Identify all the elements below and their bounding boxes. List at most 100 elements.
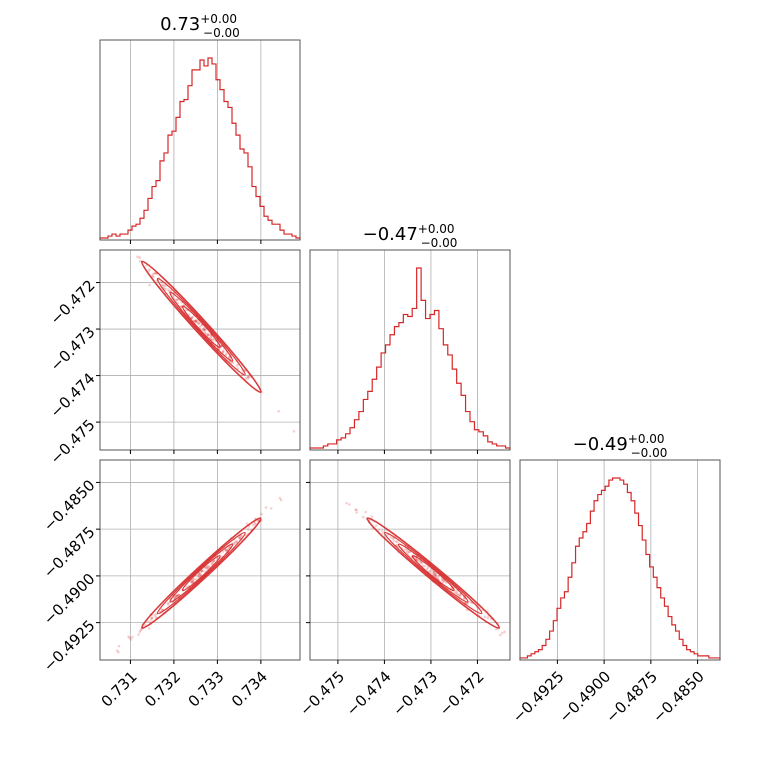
- pair-1-3-sample: [154, 615, 158, 619]
- pair-1-3-sample: [166, 603, 170, 606]
- pair-1-3-marks: [115, 496, 283, 654]
- pair-1-3-sample: [253, 522, 257, 526]
- pair-2-3-sample: [454, 592, 458, 595]
- pair-2-3-sample: [433, 573, 437, 577]
- pair-1-2-sample: [195, 320, 198, 324]
- pair-1-3-sample: [233, 542, 236, 545]
- pair-1-3-sample: [269, 507, 273, 510]
- pair-1-3-sample: [235, 540, 238, 543]
- pair-2-3-sample: [432, 570, 436, 574]
- pair-1-3-sample: [221, 550, 225, 553]
- pair-1-3-sample: [115, 649, 119, 652]
- pair-1-3-sample: [189, 580, 193, 584]
- pair-1-3-contour-3: [156, 531, 246, 615]
- pair-2-3-sample: [483, 615, 487, 619]
- pair-1-3-contour-4: [140, 517, 262, 629]
- pair-2-3-sample: [389, 535, 393, 539]
- param-2-title-value: −0.47: [363, 224, 418, 245]
- pair-1-3-sample: [153, 613, 156, 617]
- pair-1-2-sample: [202, 326, 206, 330]
- pair-1-3-sample: [177, 593, 181, 597]
- pair-2-3-sample: [420, 561, 424, 564]
- pair-2-3-sample: [455, 589, 458, 593]
- pair-1-2-sample: [207, 332, 210, 336]
- pair-panel-2-3: [306, 459, 511, 664]
- pair-2-3-sample: [417, 559, 421, 563]
- x-tick-label-param-1-1: 0.731: [98, 668, 141, 711]
- pair-1-2-sample: [136, 255, 139, 259]
- histogram-1-frame: [99, 39, 301, 241]
- pair-1-3-sample: [206, 566, 210, 569]
- pair-1-2-sample: [65, 175, 68, 178]
- pair-1-2-sample: [209, 336, 212, 339]
- pair-1-2-sample: [163, 286, 166, 290]
- pair-1-2-sample: [166, 288, 170, 291]
- pair-2-3-sample: [500, 631, 504, 635]
- pair-1-3-sample: [197, 575, 200, 579]
- pair-1-2-sample: [221, 351, 225, 354]
- x-tick-label-param-1-2: 0.732: [141, 668, 184, 711]
- pair-1-3-sample: [212, 559, 215, 563]
- param-2-title-plus: +0.00: [418, 222, 455, 236]
- pair-1-2-contour-1: [181, 305, 221, 349]
- pair-2-3-sample: [458, 593, 462, 597]
- pair-1-2-marks: [65, 175, 296, 433]
- pair-1-3-sample: [150, 616, 154, 620]
- histogram-3-frame: [519, 459, 721, 661]
- pair-1-2-sample: [151, 272, 155, 276]
- pair-1-2-sample: [193, 319, 197, 323]
- histogram-panel-1: 0.73+0.00 −0.00: [99, 12, 301, 244]
- pair-1-2-contour-3: [156, 277, 246, 376]
- pair-2-3-sample: [407, 550, 411, 553]
- x-tick-label-param-2-1: −0.475: [296, 668, 348, 720]
- pair-1-3-sample: [138, 630, 142, 634]
- pair-1-3-sample: [232, 541, 235, 545]
- pair-2-3-sample: [453, 590, 456, 594]
- pair-1-3-contour-1: [181, 555, 221, 592]
- histogram-2-frame: [309, 249, 511, 451]
- pair-1-3-sample: [245, 522, 249, 526]
- pair-1-3-sample: [160, 608, 163, 611]
- pair-1-2-sample: [217, 347, 221, 351]
- pair-1-2-sample: [199, 324, 202, 328]
- pair-2-3-sample: [421, 564, 425, 568]
- pair-1-3-sample: [278, 496, 282, 500]
- pair-1-2-sample: [193, 319, 197, 323]
- pair-2-3-sample: [434, 574, 437, 578]
- pair-1-2-contour-2: [169, 291, 234, 362]
- pair-2-3-sample: [441, 580, 445, 584]
- pair-1-3-sample: [129, 638, 133, 641]
- histogram-panel-2: −0.47+0.00 −0.00: [309, 222, 511, 454]
- param-3-title-plus: +0.00: [628, 432, 665, 446]
- pair-1-3-sample: [264, 506, 268, 509]
- pair-1-3-sample: [198, 572, 201, 576]
- pair-1-3-sample: [191, 580, 195, 583]
- pair-2-3-sample: [458, 594, 461, 597]
- param-2-title: −0.47+0.00 −0.00: [363, 222, 458, 250]
- pair-1-3-sample: [197, 571, 201, 575]
- pair-1-3-sample: [148, 620, 152, 623]
- pair-1-3-sample: [175, 593, 179, 597]
- x-tick-label-param-2-2: −0.474: [343, 668, 395, 720]
- pair-1-2-sample: [204, 331, 208, 335]
- pair-1-2-sample: [190, 316, 194, 319]
- pair-1-3-sample: [224, 548, 228, 552]
- pair-2-3-contour-2: [397, 543, 469, 603]
- pair-1-3-sample: [139, 628, 142, 632]
- pair-2-3-sample: [377, 528, 381, 532]
- pair-1-2-sample: [151, 274, 154, 278]
- pair-1-3-sample: [254, 521, 257, 525]
- y-tick-label-param-2-1: −0.475: [47, 416, 99, 468]
- x-tick-label-param-1-3: 0.733: [185, 668, 228, 711]
- x-tick-label-param-2-3: −0.473: [389, 668, 441, 720]
- pair-1-3-sample: [185, 585, 188, 589]
- x-tick-label-param-1-4: 0.734: [228, 668, 271, 711]
- pair-1-3-frame: [99, 459, 301, 661]
- pair-1-3-sample: [199, 570, 203, 573]
- pair-2-3-sample: [426, 566, 430, 569]
- pair-1-3-sample: [228, 545, 231, 549]
- pair-2-3-sample: [405, 550, 409, 554]
- y-tick-label-param-3-4: −0.4850: [40, 476, 99, 535]
- pair-1-3-contour-2: [169, 543, 234, 603]
